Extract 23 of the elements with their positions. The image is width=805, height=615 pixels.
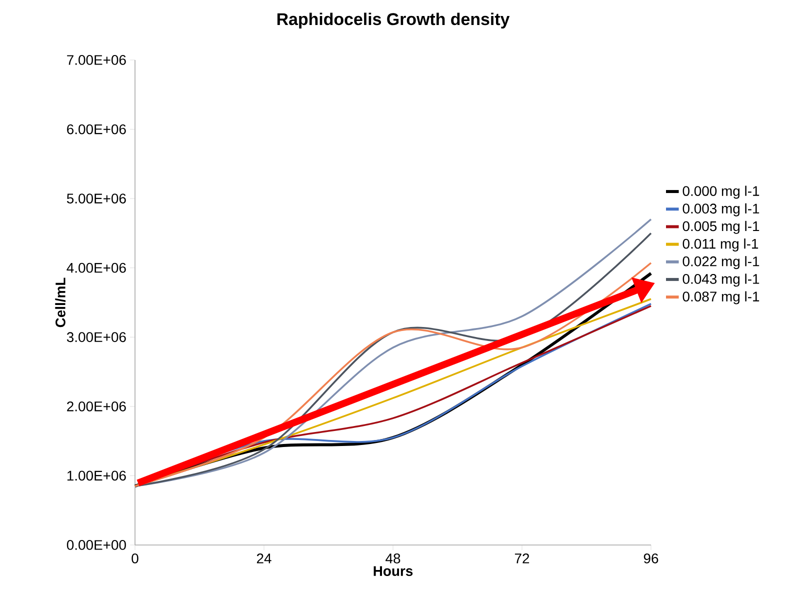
legend-label: 0.000 mg l-1 bbox=[682, 186, 760, 199]
x-tick-label: 48 bbox=[386, 553, 400, 564]
y-tick-label: 7.00E+06 bbox=[67, 55, 126, 65]
y-tick-label: 6.00E+06 bbox=[67, 124, 126, 134]
y-tick-label: 1.00E+06 bbox=[67, 470, 126, 481]
x-tick-label: 24 bbox=[256, 553, 272, 564]
y-tick-label: 4.00E+06 bbox=[66, 262, 126, 273]
x-tick-label: 72 bbox=[514, 553, 530, 564]
legend-label: 0.022 mg l-1 bbox=[682, 256, 760, 270]
x-tick-label: 0 bbox=[132, 553, 138, 564]
legend-label: 0.011 mg l-1 bbox=[682, 238, 758, 252]
legend-label: 0.005 mg l-1 bbox=[682, 220, 760, 234]
y-tick-label: 3.00E+06 bbox=[66, 332, 126, 342]
legend-label: 0.043 mg l-1 bbox=[682, 274, 760, 287]
x-tick-label: 96 bbox=[644, 553, 658, 564]
x-axis-title: Hours bbox=[374, 566, 413, 576]
y-tick-label: 0.00E+00 bbox=[66, 540, 126, 550]
y-tick-label: 5.00E+06 bbox=[66, 194, 126, 204]
legend-label: 0.003 mg l-1 bbox=[682, 203, 760, 216]
chart-title: Raphidocelis Growth density bbox=[277, 12, 510, 28]
y-tick-label: 2.00E+06 bbox=[67, 401, 126, 412]
y-axis-title: Cell/mL bbox=[55, 278, 66, 328]
legend-label: 0.087 mg l-1 bbox=[682, 291, 760, 304]
